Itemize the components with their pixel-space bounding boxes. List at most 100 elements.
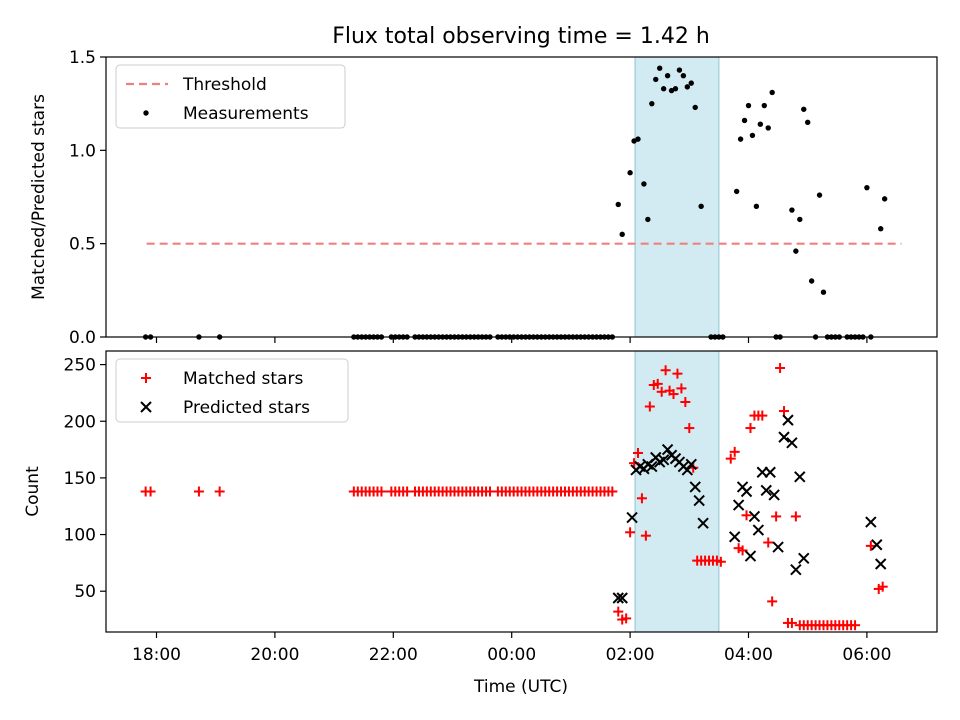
plus-marker-bottom-0-128 [877, 581, 888, 592]
plus-marker-bottom-0-93 [715, 556, 726, 567]
measurement-point-76 [657, 65, 663, 71]
measurement-point-110 [816, 192, 823, 198]
measurement-point-94 [745, 102, 752, 109]
plus-marker-bottom-0-85 [684, 423, 695, 434]
measurement-point-105 [797, 216, 803, 223]
bottom-axes-frame [105, 350, 938, 633]
plus-marker-bottom-0-70 [625, 527, 636, 538]
x-marker-bottom-1-27 [752, 524, 765, 536]
plus-marker-bottom-0-104 [767, 596, 778, 607]
x-marker-bottom-1-16 [681, 464, 694, 476]
plus-marker-bottom-0-126 [865, 540, 876, 551]
x-marker-bottom-1-21 [728, 531, 741, 543]
measurement-point-86 [698, 203, 704, 210]
plus-marker-bottom-0-95 [729, 446, 740, 457]
plus-marker-bottom-0-67 [613, 606, 624, 617]
legend-x-swatch [140, 401, 152, 413]
top-y-tick-label-3: 1.5 [69, 48, 96, 68]
plus-marker-bottom-0-105 [771, 511, 782, 522]
plus-marker-bottom-0-94 [725, 453, 736, 464]
x-marker-bottom-1-24 [740, 485, 753, 498]
measurement-point-73 [645, 216, 651, 223]
x-marker-bottom-1-31 [768, 489, 780, 501]
measurement-point-106 [801, 106, 807, 112]
plus-marker-bottom-0-110 [790, 511, 801, 522]
top-legend-label-0: Threshold [182, 75, 267, 95]
bottom-y-tick-label-3: 200 [64, 412, 96, 432]
bottom-y-tick-label-0: 50 [74, 582, 96, 602]
plus-marker-bottom-0-98 [741, 510, 752, 521]
measurement-point-100 [769, 89, 775, 96]
measurement-point-123 [878, 226, 884, 232]
measurement-point-74 [649, 100, 655, 107]
plus-marker-bottom-0-83 [676, 383, 687, 394]
legend-measurement-swatch [143, 110, 149, 116]
measurement-point-71 [635, 136, 641, 142]
measurement-point-98 [761, 102, 767, 109]
plus-marker-bottom-0-99 [745, 423, 756, 434]
x-marker-bottom-1-7 [646, 460, 658, 473]
x-marker-bottom-1-17 [685, 458, 697, 471]
measurement-point-77 [660, 86, 667, 92]
plus-marker-bottom-0-2 [193, 486, 204, 497]
x-marker-bottom-1-37 [794, 471, 806, 483]
top-highlight-span [634, 56, 720, 338]
measurement-point-93 [741, 117, 748, 124]
bottom-legend-label-0: Matched stars [183, 369, 303, 389]
x-marker-bottom-1-25 [744, 550, 757, 562]
plus-marker-bottom-0-109 [786, 617, 797, 628]
x-marker-bottom-1-32 [772, 541, 784, 553]
x-marker-bottom-1-20 [697, 517, 709, 529]
x-marker-bottom-1-10 [657, 454, 670, 466]
plus-marker-bottom-0-72 [632, 447, 643, 458]
plus-marker-bottom-0-66 [607, 486, 618, 497]
plus-marker-bottom-0-97 [737, 545, 748, 556]
measurement-point-67 [615, 201, 621, 208]
measurement-point-121 [864, 184, 870, 191]
measurement-point-85 [692, 104, 698, 111]
top-y-tick-label-1: 0.5 [69, 235, 96, 255]
x-marker-bottom-1-30 [764, 466, 776, 478]
plus-marker-bottom-0-75 [644, 401, 655, 412]
x-marker-bottom-1-1 [616, 592, 628, 604]
chart-title: Flux total observing time = 1.42 h [332, 24, 710, 49]
measurement-point-96 [753, 203, 760, 210]
plus-marker-bottom-0-77 [652, 378, 663, 389]
x-marker-bottom-1-41 [875, 558, 887, 570]
bottom-y-tick-label-1: 100 [64, 526, 96, 546]
plus-marker-bottom-0-103 [763, 537, 774, 548]
plus-marker-bottom-0-79 [660, 365, 671, 376]
plus-marker-bottom-0-84 [680, 396, 691, 407]
measurement-point-83 [684, 84, 691, 90]
bottom-legend-box [115, 358, 349, 423]
plus-marker-bottom-0-106 [775, 362, 786, 373]
top-y-tick-label-2: 1.0 [69, 141, 96, 161]
x-tick-label-2: 22:00 [369, 645, 418, 665]
plus-marker-bottom-0-74 [640, 530, 651, 541]
plus-marker-bottom-0-81 [668, 389, 679, 400]
x-marker-bottom-1-29 [760, 484, 772, 497]
x-tick-label-0: 18:00 [132, 645, 181, 665]
top-legend: Threshold Measurements [115, 64, 346, 129]
measurement-point-103 [789, 207, 795, 213]
measurement-point-72 [641, 181, 647, 187]
top-axes-frame [105, 56, 938, 338]
x-marker-bottom-1-2 [626, 511, 638, 524]
plus-marker-bottom-0-11 [376, 486, 387, 497]
measurement-point-95 [749, 132, 756, 139]
bottom-y-axis-label: Count [23, 466, 43, 517]
measurement-point-111 [820, 289, 827, 295]
top-y-tick-label-0: 0.0 [69, 328, 96, 348]
x-axis-label: Time (UTC) [473, 677, 568, 697]
top-legend-label-1: Measurements [183, 104, 309, 124]
top-y-axis-label: Matched/Predicted stars [29, 94, 49, 300]
plus-marker-bottom-0-73 [636, 493, 647, 504]
x-tick-label-6: 06:00 [842, 645, 891, 665]
plus-marker-bottom-0-102 [757, 410, 768, 421]
measurement-point-91 [733, 188, 740, 195]
measurement-point-69 [627, 170, 633, 176]
measurement-point-68 [619, 231, 625, 238]
plus-marker-bottom-0-107 [779, 406, 790, 417]
legend-plus-swatch [141, 373, 151, 383]
